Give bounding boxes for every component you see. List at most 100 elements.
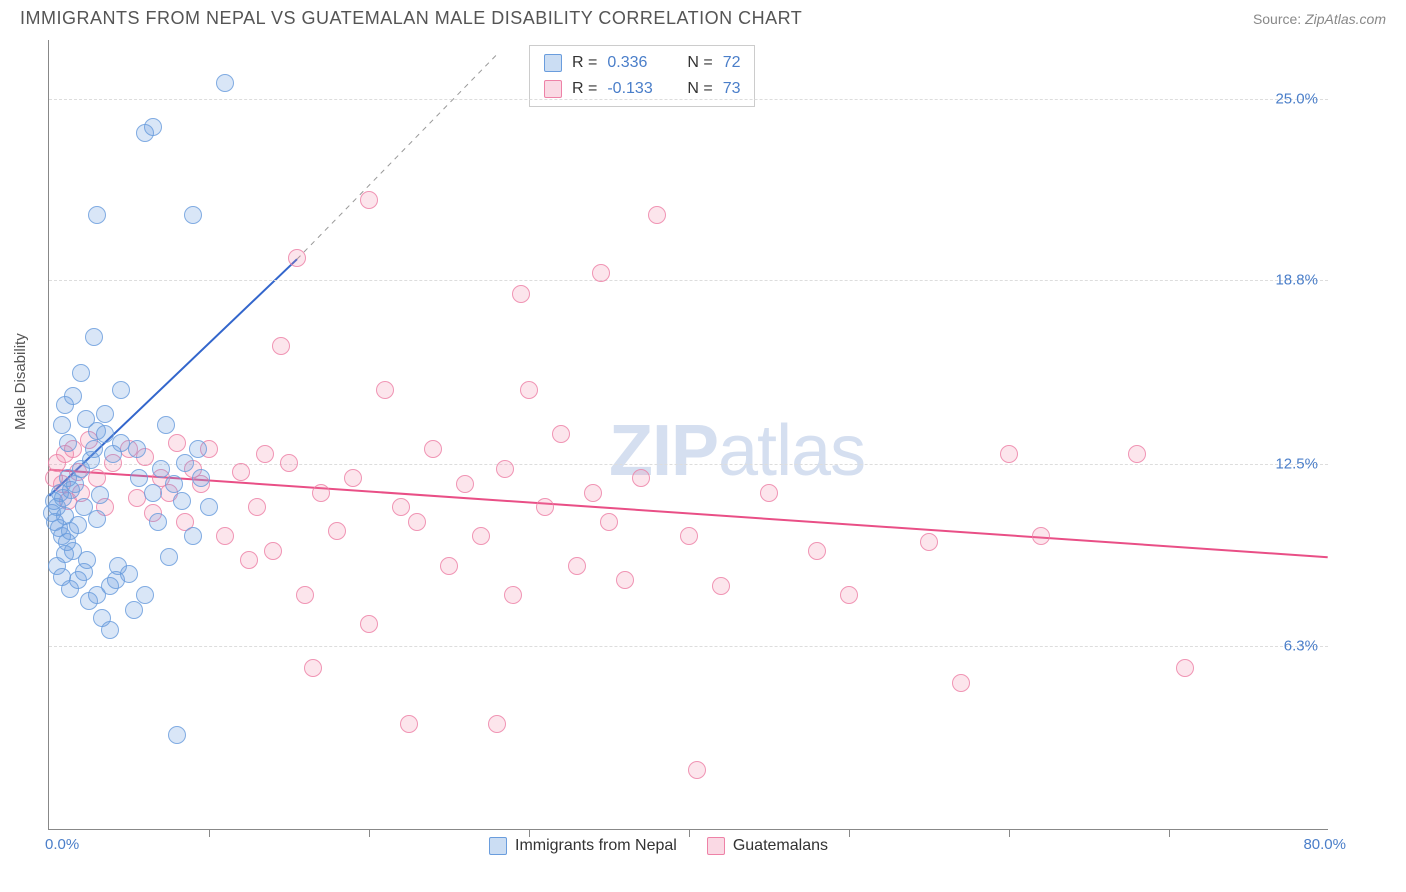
- scatter-point: [512, 285, 530, 303]
- scatter-point: [632, 469, 650, 487]
- xtick: [1169, 829, 1170, 837]
- x-origin-label: 0.0%: [45, 836, 79, 853]
- scatter-point: [488, 715, 506, 733]
- scatter-point: [200, 498, 218, 516]
- scatter-point: [256, 445, 274, 463]
- r-value: 0.336: [607, 54, 677, 72]
- source-name: ZipAtlas.com: [1305, 11, 1386, 27]
- scatter-point: [648, 206, 666, 224]
- gridline: [49, 99, 1328, 100]
- scatter-point: [272, 337, 290, 355]
- scatter-point: [85, 328, 103, 346]
- scatter-point: [144, 118, 162, 136]
- scatter-point: [600, 513, 618, 531]
- r-label: R =: [572, 80, 597, 98]
- scatter-point: [264, 542, 282, 560]
- scatter-point: [64, 387, 82, 405]
- scatter-point: [56, 545, 74, 563]
- scatter-point: [130, 469, 148, 487]
- scatter-point: [216, 74, 234, 92]
- n-label: N =: [687, 54, 712, 72]
- xtick: [1009, 829, 1010, 837]
- legend-item-2: Guatemalans: [707, 837, 828, 855]
- legend-label: Guatemalans: [733, 837, 828, 855]
- xtick: [369, 829, 370, 837]
- scatter-point: [952, 674, 970, 692]
- xtick: [849, 829, 850, 837]
- bottom-legend: Immigrants from Nepal Guatemalans: [489, 837, 828, 855]
- scatter-point: [1176, 659, 1194, 677]
- scatter-point: [216, 527, 234, 545]
- scatter-point: [125, 601, 143, 619]
- scatter-point: [53, 416, 71, 434]
- scatter-point: [69, 516, 87, 534]
- scatter-point: [840, 586, 858, 604]
- ytick-label: 6.3%: [1284, 637, 1318, 654]
- xtick: [529, 829, 530, 837]
- scatter-point: [680, 527, 698, 545]
- scatter-point: [592, 264, 610, 282]
- scatter-point: [192, 469, 210, 487]
- trendline: [297, 55, 497, 260]
- scatter-point: [440, 557, 458, 575]
- scatter-point: [616, 571, 634, 589]
- scatter-point: [168, 434, 186, 452]
- scatter-point: [144, 484, 162, 502]
- ytick-label: 25.0%: [1275, 90, 1318, 107]
- scatter-point: [232, 463, 250, 481]
- scatter-point: [472, 527, 490, 545]
- scatter-point: [184, 527, 202, 545]
- swatch-icon: [707, 837, 725, 855]
- scatter-point: [536, 498, 554, 516]
- scatter-point: [808, 542, 826, 560]
- scatter-point: [240, 551, 258, 569]
- scatter-point: [160, 548, 178, 566]
- legend-label: Immigrants from Nepal: [515, 837, 677, 855]
- scatter-point: [376, 381, 394, 399]
- scatter-point: [168, 726, 186, 744]
- scatter-point: [72, 364, 90, 382]
- n-value: 73: [723, 80, 741, 98]
- x-max-label: 80.0%: [1303, 836, 1346, 853]
- trendlines-svg: [49, 40, 1328, 829]
- scatter-point: [91, 486, 109, 504]
- scatter-point: [360, 191, 378, 209]
- scatter-point: [1128, 445, 1146, 463]
- scatter-point: [136, 586, 154, 604]
- scatter-point: [920, 533, 938, 551]
- stats-row-1: R = 0.336 N = 72: [544, 50, 740, 76]
- xtick: [209, 829, 210, 837]
- scatter-point: [88, 586, 106, 604]
- scatter-point: [107, 571, 125, 589]
- legend-item-1: Immigrants from Nepal: [489, 837, 677, 855]
- scatter-point: [157, 416, 175, 434]
- scatter-point: [280, 454, 298, 472]
- swatch-icon: [544, 54, 562, 72]
- y-axis-label: Male Disability: [12, 333, 29, 430]
- scatter-point: [296, 586, 314, 604]
- scatter-point: [552, 425, 570, 443]
- scatter-point: [248, 498, 266, 516]
- scatter-point: [496, 460, 514, 478]
- scatter-point: [400, 715, 418, 733]
- scatter-point: [61, 580, 79, 598]
- scatter-point: [189, 440, 207, 458]
- scatter-point: [101, 621, 119, 639]
- scatter-point: [688, 761, 706, 779]
- scatter-point: [304, 659, 322, 677]
- source-attribution: Source: ZipAtlas.com: [1253, 11, 1386, 27]
- scatter-point: [392, 498, 410, 516]
- gridline: [49, 646, 1328, 647]
- scatter-point: [408, 513, 426, 531]
- scatter-point: [760, 484, 778, 502]
- scatter-point: [128, 440, 146, 458]
- scatter-point: [1032, 527, 1050, 545]
- gridline: [49, 280, 1328, 281]
- scatter-point: [456, 475, 474, 493]
- scatter-point: [584, 484, 602, 502]
- ytick-label: 12.5%: [1275, 456, 1318, 473]
- scatter-point: [1000, 445, 1018, 463]
- scatter-point: [173, 492, 191, 510]
- scatter-point: [328, 522, 346, 540]
- ytick-label: 18.8%: [1275, 271, 1318, 288]
